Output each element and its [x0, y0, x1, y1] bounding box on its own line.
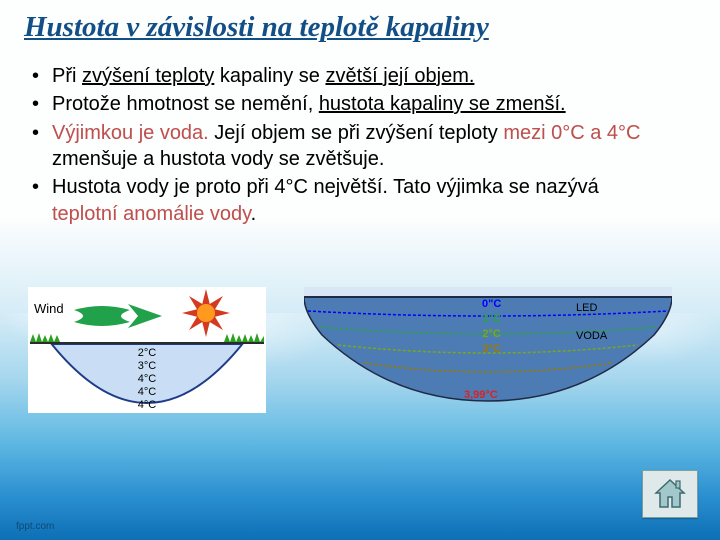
bullet-item: Při zvýšení teploty kapaliny se zvětší j… [30, 63, 664, 89]
fig2-layer-labels: LED VODA [576, 301, 607, 344]
figure-water-layers: 0"C 1°C 2°C 3°C 3,99°C LED VODA [304, 287, 672, 409]
temp-value: 3°C [482, 342, 501, 357]
text: kapaliny se [214, 65, 325, 87]
text: . [251, 203, 257, 225]
voda-label: VODA [576, 329, 607, 343]
temp-value: 4°C [30, 373, 264, 386]
temp-value: 3°C [30, 360, 264, 373]
fig1-temps: 2°C 3°C 4°C 4°C 4°C [30, 347, 264, 412]
home-icon [652, 477, 688, 511]
highlight: hustota kapaliny se zmenší. [319, 93, 566, 115]
text: Protože hmotnost se nemění, [52, 93, 319, 115]
temp-value: 0"C [482, 297, 501, 312]
temp-bottom: 3,99°C [464, 389, 498, 401]
fig2-temps: 0"C 1°C 2°C 3°C [482, 297, 501, 357]
bullet-item: Protože hmotnost se nemění, hustota kapa… [30, 91, 664, 117]
figure-winter-pond: Wind [28, 287, 266, 413]
temp-value: 1°C [482, 312, 501, 327]
wind-label: Wind [34, 301, 64, 316]
temp-value: 2°C [30, 347, 264, 360]
highlight: teplotní anomálie vody [52, 203, 251, 225]
text: Její objem se při zvýšení teploty [209, 122, 504, 144]
bullet-item: Hustota vody je proto při 4°C největší. … [30, 174, 664, 227]
wind-arrow-icon [72, 300, 166, 334]
grass-icon [224, 332, 264, 342]
slide-title: Hustota v závislosti na teplotě kapaliny [24, 10, 696, 45]
home-button[interactable] [642, 470, 698, 518]
text: Hustota vody je proto při 4°C největší. … [52, 176, 599, 198]
temp-value: 2°C [482, 327, 501, 342]
led-label: LED [576, 301, 607, 315]
highlight: mezi 0°C a 4°C [503, 122, 640, 144]
figures-row: Wind [28, 287, 672, 413]
text: Při [52, 65, 82, 87]
bullet-list: Při zvýšení teploty kapaliny se zvětší j… [24, 63, 664, 227]
highlight: Výjimkou je voda. [52, 122, 209, 144]
grass-icon [30, 332, 60, 342]
footer-credit: fppt.com [16, 521, 54, 532]
highlight: zvětší její objem. [325, 65, 474, 87]
bullet-item: Výjimkou je voda. Její objem se při zvýš… [30, 120, 664, 173]
temp-value: 4°C [30, 386, 264, 399]
text: zmenšuje a hustota vody se zvětšuje. [52, 148, 384, 170]
highlight: zvýšení teploty [82, 65, 214, 87]
temp-value: 4°C [30, 399, 264, 412]
